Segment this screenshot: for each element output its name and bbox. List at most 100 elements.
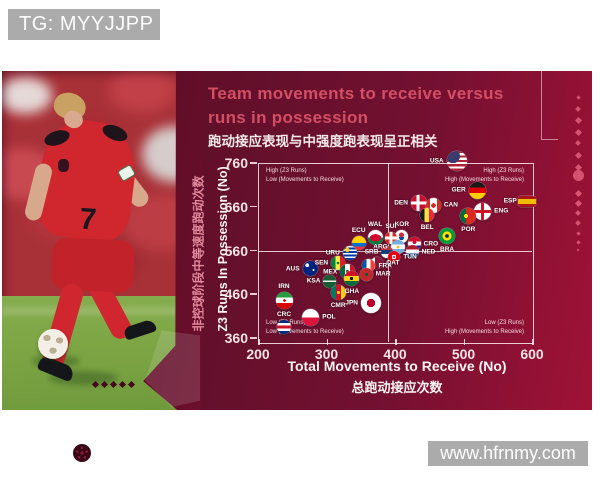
- corner-mark-vertical: [541, 67, 542, 139]
- flag-marker-crc: [277, 320, 292, 335]
- team-label-crc: CRC: [276, 311, 292, 319]
- deco-circle: [572, 169, 584, 181]
- y-tick-mark: [250, 162, 257, 164]
- deco-diamond: [575, 230, 581, 236]
- flag-marker-aus: [302, 261, 318, 277]
- team-label-srb: SRB: [364, 248, 379, 256]
- deco-diamond: [575, 239, 581, 245]
- x-tick-label: 500: [451, 346, 476, 362]
- team-label-cro: CRO: [423, 240, 439, 248]
- quadrant-label-line: Low (Z3 Runs): [484, 320, 524, 326]
- x-tick-mark: [326, 339, 328, 345]
- team-label-arg: ARG: [373, 243, 388, 251]
- tg-watermark-text: TG: MYYJJPP: [19, 13, 154, 35]
- team-label-esp: ESP: [503, 197, 517, 205]
- y-tick-mark: [250, 293, 257, 295]
- x-tick-mark: [258, 339, 260, 345]
- x-tick-mark: [395, 339, 397, 345]
- team-label-pol: POL: [322, 313, 336, 321]
- flag-marker-bra: [439, 228, 456, 245]
- team-label-bra: BRA: [440, 246, 455, 254]
- chart-title-line2: runs in possession: [208, 108, 369, 127]
- deco-diamond-small: [109, 380, 118, 389]
- decorative-dots-layer: [2, 71, 592, 410]
- deco-diamond: [575, 210, 581, 216]
- x-tick-label: 600: [520, 346, 544, 362]
- team-label-tun: TUN: [403, 253, 417, 261]
- x-tick-label: 400: [383, 346, 407, 362]
- x-tick-label: 200: [246, 346, 270, 362]
- team-label-sen: SEN: [314, 259, 329, 267]
- corner-mark-horizontal: [541, 139, 558, 140]
- quadrant-label-line: Low (Movements to Receive): [266, 329, 344, 336]
- website-watermark-text: www.hfrnmy.com: [440, 443, 576, 463]
- y-tick-label: 360: [224, 330, 248, 346]
- deco-diamond: [576, 248, 580, 252]
- y-tick-label: 460: [224, 286, 248, 303]
- jersey-crest: [58, 159, 69, 172]
- y-axis-title-cn: 非控球阶段中等速度跑动次数: [191, 175, 206, 332]
- flag-marker-jpn: [361, 293, 382, 313]
- match-ball: [38, 329, 68, 359]
- team-label-eng: ENG: [494, 207, 509, 215]
- team-label-ecu: ECU: [351, 227, 366, 235]
- deco-diamond: [574, 199, 582, 207]
- y-tick-mark: [250, 337, 257, 339]
- team-label-fra: FRA: [378, 262, 392, 270]
- flag-marker-ger: [468, 181, 486, 199]
- soccer-ball-icon: [73, 444, 91, 462]
- flag-marker-gha: [344, 270, 360, 286]
- flag-marker-tun: [388, 251, 401, 264]
- main-graphic-panel: 7 Team movements to receive versus runs …: [2, 67, 592, 462]
- team-label-usa: USA: [429, 157, 444, 165]
- team-label-sui: SUI: [385, 222, 397, 230]
- team-label-can: CAN: [443, 201, 458, 209]
- x-tick-label: 300: [314, 346, 339, 362]
- deco-diamond-small: [118, 380, 127, 389]
- flag-marker-ecu: [351, 236, 366, 251]
- team-label-kor: KOR: [394, 220, 410, 228]
- quadrant-label-br: Low (Z3 Runs) High (Movements to Receive): [404, 319, 524, 338]
- flag-marker-eng: [474, 202, 492, 220]
- team-label-uru: URU: [325, 249, 340, 257]
- x-tick-mark: [463, 339, 465, 345]
- flag-marker-ned: [405, 245, 419, 259]
- deco-diamond-small: [127, 380, 136, 389]
- deco-diamond: [574, 116, 582, 124]
- flag-marker-irn: [275, 292, 293, 310]
- flag-marker-den: [410, 195, 427, 212]
- deco-diamond-small: [91, 380, 100, 389]
- flag-marker-usa: [446, 150, 467, 171]
- team-label-qat: QAT: [386, 259, 400, 267]
- y-tick-label: 760: [224, 155, 248, 171]
- team-label-por: POR: [461, 225, 476, 233]
- quadrant-label-tl: High (Z3 Runs) Low (Movements to Receive): [266, 167, 386, 186]
- team-label-ksa: KSA: [306, 277, 321, 285]
- flag-marker-cmr: [330, 284, 346, 300]
- y-tick-label: 560: [224, 242, 248, 259]
- flag-marker-wal: [367, 229, 383, 245]
- deco-diamond: [575, 106, 581, 112]
- chart-title-line1: Team movements to receive versus: [208, 84, 504, 103]
- quadrant-label-line: High (Z3 Runs): [483, 168, 524, 174]
- y-tick-label: 660: [224, 198, 248, 215]
- quadrant-label-line: High (Movements to Receive): [444, 177, 524, 184]
- tg-watermark-badge: TG: MYYJJPP: [8, 9, 160, 40]
- team-label-mar: MAR: [375, 270, 391, 278]
- flag-marker-esp: [518, 195, 537, 207]
- team-label-bel: BEL: [420, 224, 434, 232]
- team-label-jpn: JPN: [345, 299, 359, 307]
- team-label-mex: MEX: [323, 268, 338, 276]
- team-label-aus: AUS: [285, 265, 300, 273]
- deco-diamond: [574, 128, 582, 136]
- deco-diamond: [574, 151, 582, 159]
- x-axis-title: Total Movements to Receive (No): [287, 358, 507, 374]
- player-photo: 7: [2, 71, 197, 410]
- quadrant-label-line: Low (Movements to Receive): [266, 177, 344, 184]
- team-label-den: DEN: [394, 199, 408, 207]
- flag-marker-ksa: [323, 274, 337, 288]
- deco-diamond: [575, 94, 581, 100]
- flag-marker-arg: [390, 240, 405, 254]
- team-label-ned: NED: [421, 248, 436, 256]
